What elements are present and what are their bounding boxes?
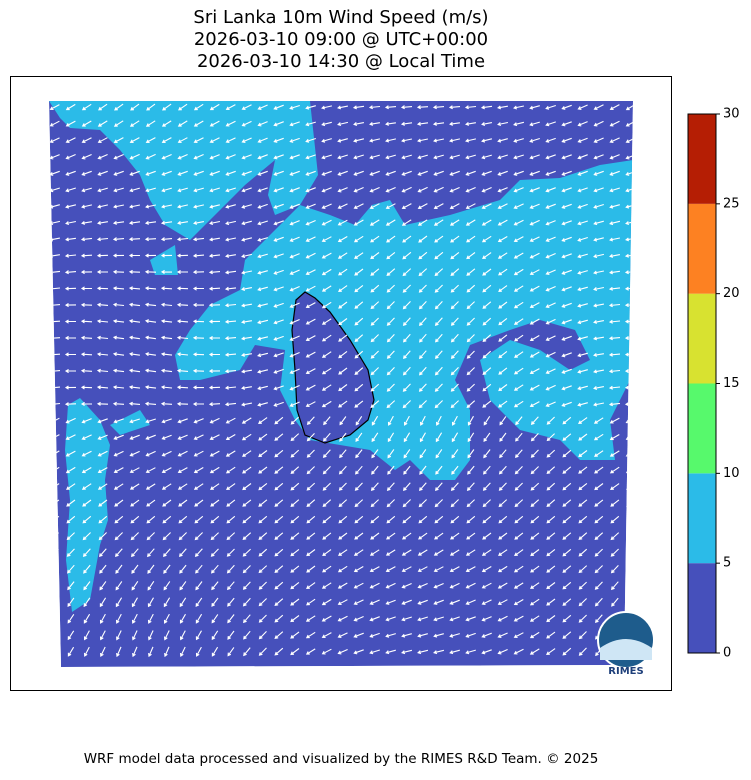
colorbar-tick-label: 5 <box>723 556 731 571</box>
colorbar-tick-label: 25 <box>723 196 740 211</box>
colorbar-band <box>688 114 716 204</box>
colorbar-band <box>688 473 716 564</box>
title-line: 2026-03-10 09:00 @ UTC+00:00 <box>194 29 488 50</box>
title-line: 2026-03-10 14:30 @ Local Time <box>197 51 485 72</box>
logo-text: RIMES <box>608 666 643 677</box>
wind-arrow-field <box>49 103 633 658</box>
colorbar-band <box>688 383 716 474</box>
colorbar-band <box>688 293 716 384</box>
colorbar-band <box>688 563 716 653</box>
map-frame <box>10 76 672 691</box>
colorbar-band <box>688 203 716 294</box>
colorbar-tick-label: 15 <box>723 376 740 391</box>
footer: WRF model data processed and visualized … <box>84 751 599 767</box>
colorbar-tick-label: 20 <box>723 286 740 301</box>
wind-moderate <box>49 101 633 612</box>
sri-lanka-outline <box>291 291 375 444</box>
logo: RIMES <box>597 611 655 677</box>
colorbar-tick-label: 0 <box>723 646 731 661</box>
wind-arrows <box>49 103 633 658</box>
map <box>49 101 633 667</box>
title-line: Sri Lanka 10m Wind Speed (m/s) <box>193 7 488 28</box>
colorbar-tick-label: 30 <box>723 107 740 122</box>
colorbar-tick-label: 10 <box>723 466 740 481</box>
